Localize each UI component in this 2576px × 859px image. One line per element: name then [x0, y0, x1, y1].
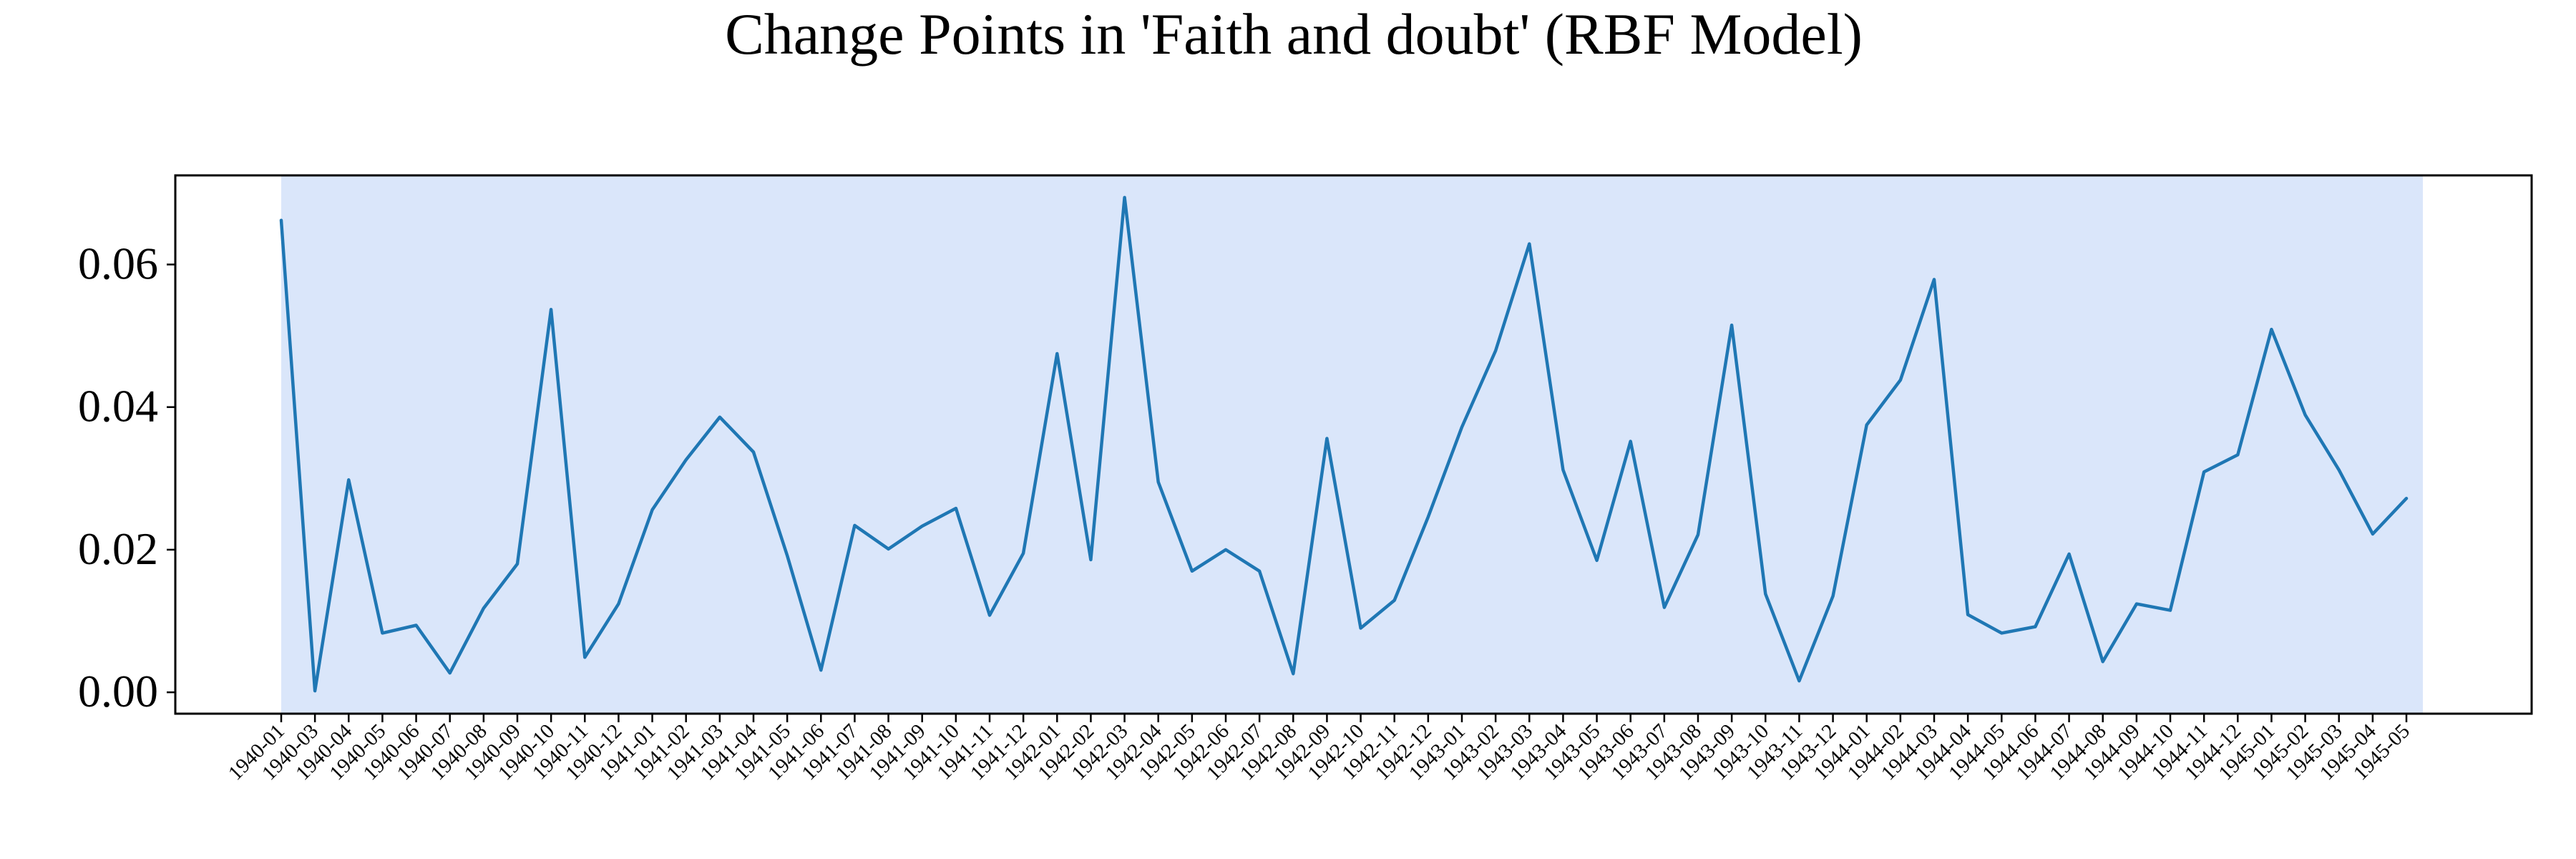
y-tick-label: 0.06	[78, 238, 158, 289]
y-tick-label: 0.00	[78, 666, 158, 717]
chart-title: Change Points in 'Faith and doubt' (RBF …	[725, 1, 1863, 67]
x-axis: 1940-011940-031940-041940-051940-061940-…	[224, 714, 2414, 785]
y-tick-label: 0.04	[78, 381, 158, 432]
plot-frame	[174, 174, 2533, 715]
highlight-region	[281, 175, 2423, 714]
series-line	[279, 195, 2409, 693]
y-axis: 0.00 0.02 0.04 0.06	[78, 238, 175, 717]
y-tick-label: 0.02	[78, 523, 158, 574]
